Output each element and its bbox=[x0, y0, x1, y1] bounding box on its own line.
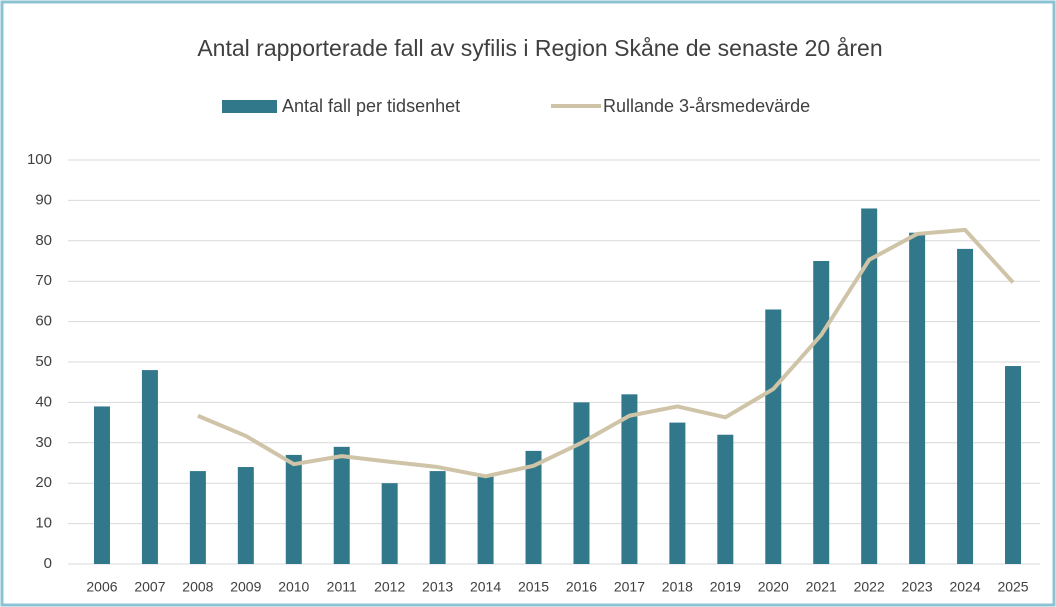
x-tick-label: 2009 bbox=[230, 579, 261, 595]
bar bbox=[189, 471, 206, 564]
bar bbox=[141, 370, 158, 564]
x-tick-label: 2013 bbox=[422, 579, 453, 595]
x-tick-label: 2025 bbox=[997, 579, 1028, 595]
y-tick-label: 80 bbox=[35, 232, 52, 249]
y-tick-label: 60 bbox=[35, 313, 52, 330]
x-tick-label: 2015 bbox=[518, 579, 549, 595]
bar bbox=[765, 309, 782, 564]
y-tick-label: 20 bbox=[35, 474, 52, 491]
chart-title: Antal rapporterade fall av syfilis i Reg… bbox=[197, 35, 882, 61]
x-tick-label: 2016 bbox=[566, 579, 597, 595]
x-tick-label: 2011 bbox=[327, 579, 357, 595]
x-tick-label: 2017 bbox=[614, 579, 645, 595]
bar bbox=[717, 434, 734, 564]
bar bbox=[333, 446, 350, 564]
bar bbox=[429, 471, 446, 564]
x-tick-label: 2014 bbox=[470, 579, 501, 595]
x-tick-label: 2010 bbox=[278, 579, 309, 595]
bar bbox=[525, 450, 542, 564]
x-tick-label: 2022 bbox=[854, 579, 885, 595]
bar bbox=[861, 208, 878, 565]
x-tick-label: 2019 bbox=[710, 579, 741, 595]
y-tick-label: 50 bbox=[35, 353, 52, 370]
legend-label: Antal fall per tidsenhet bbox=[282, 96, 460, 116]
x-tick-label: 2024 bbox=[949, 579, 980, 595]
y-tick-label: 70 bbox=[35, 272, 52, 289]
x-tick-label: 2012 bbox=[374, 579, 405, 595]
bar bbox=[477, 475, 494, 564]
y-tick-label: 0 bbox=[44, 555, 52, 572]
x-tick-label: 2021 bbox=[806, 579, 837, 595]
bar bbox=[285, 454, 302, 564]
bar bbox=[957, 248, 974, 564]
bar bbox=[669, 422, 686, 564]
y-tick-label: 30 bbox=[35, 434, 52, 451]
legend-swatch bbox=[222, 100, 277, 113]
bar bbox=[813, 261, 830, 564]
line bbox=[197, 227, 1015, 479]
x-tick-label: 2006 bbox=[86, 579, 117, 595]
y-tick-label: 10 bbox=[35, 515, 52, 532]
y-tick-label: 100 bbox=[27, 151, 52, 168]
x-tick-label: 2020 bbox=[758, 579, 789, 595]
x-tick-label: 2008 bbox=[182, 579, 213, 595]
y-tick-label: 90 bbox=[35, 191, 52, 208]
bar bbox=[621, 394, 638, 564]
x-tick-label: 2018 bbox=[662, 579, 693, 595]
y-tick-label: 40 bbox=[35, 393, 52, 410]
bar bbox=[909, 232, 926, 564]
bar bbox=[93, 406, 110, 564]
legend-label: Rullande 3-årsmedevärde bbox=[603, 96, 810, 116]
bar bbox=[237, 467, 254, 564]
x-tick-label: 2023 bbox=[902, 579, 933, 595]
bar bbox=[573, 402, 590, 564]
bar bbox=[381, 483, 398, 564]
x-tick-label: 2007 bbox=[134, 579, 165, 595]
bar bbox=[1005, 366, 1022, 564]
